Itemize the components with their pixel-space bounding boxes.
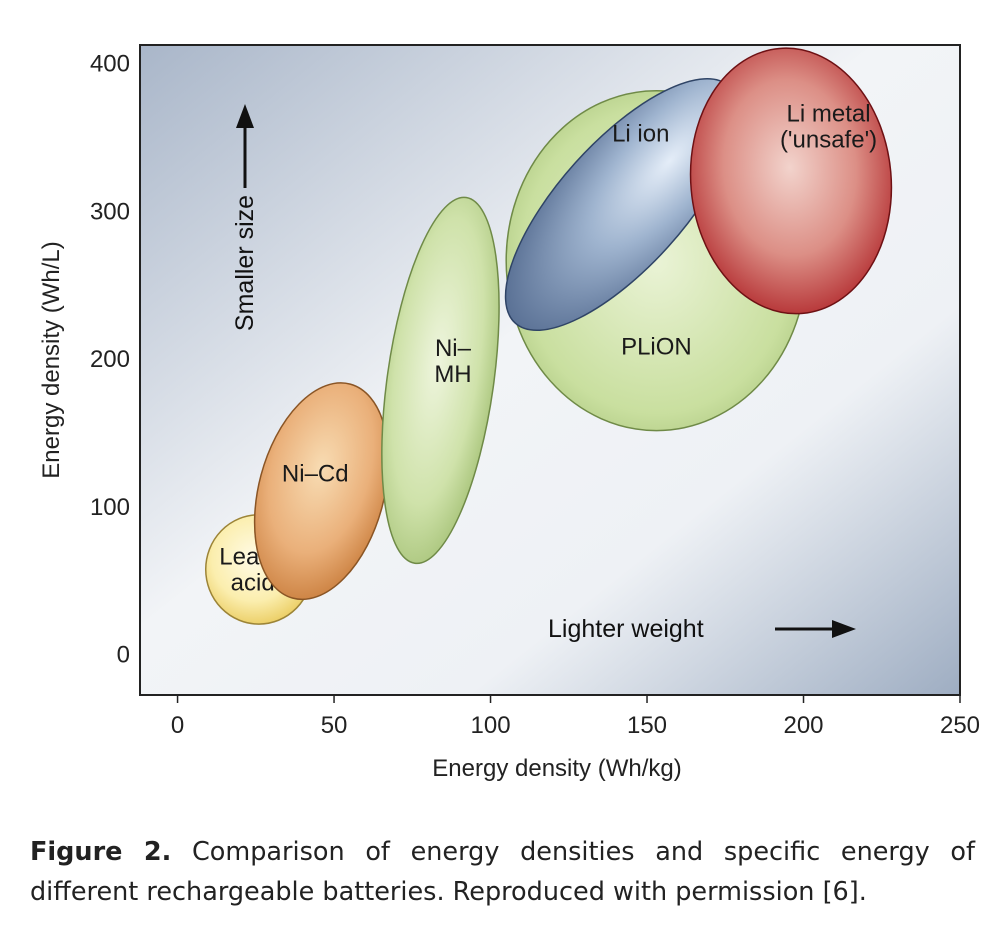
y-tick-label: 400 xyxy=(90,51,130,78)
x-tick-label: 200 xyxy=(783,712,823,739)
y-tick-label: 0 xyxy=(117,642,130,669)
region-li-metal-unsafe-label: Li metal xyxy=(787,100,871,127)
region-ni-mh-label: MH xyxy=(434,361,471,388)
x-axis: 0 50 100 150 200 250 xyxy=(171,695,980,739)
y-tick-label: 300 xyxy=(90,198,130,225)
smaller-size-annotation: Smaller size xyxy=(231,104,259,331)
x-tick-label: 150 xyxy=(627,712,667,739)
region-ni-mh-shape xyxy=(381,196,500,565)
smaller-size-label: Smaller size xyxy=(231,195,259,331)
y-tick-label: 100 xyxy=(90,494,130,521)
y-axis-title: Energy density (Wh/L) xyxy=(38,241,65,478)
x-tick-label: 250 xyxy=(940,712,980,739)
x-tick-label: 50 xyxy=(321,712,348,739)
smaller-size-arrow-head xyxy=(236,104,254,128)
region-plion-label: PLiON xyxy=(621,333,692,360)
region-ni-cd-label: Ni–Cd xyxy=(282,460,349,487)
x-axis-title: Energy density (Wh/kg) xyxy=(432,755,681,782)
region-li-metal-unsafe: Li metal('unsafe') xyxy=(689,47,893,315)
region-li-metal-unsafe-shape xyxy=(689,47,893,315)
figure-caption: Figure 2. Comparison of energy densities… xyxy=(30,832,975,912)
y-tick-label: 200 xyxy=(90,346,130,373)
figure-caption-text: Comparison of energy densities and speci… xyxy=(30,837,975,907)
x-tick-label: 0 xyxy=(171,712,184,739)
figure-caption-label: Figure 2. xyxy=(30,837,172,867)
region-li-ion-label: Li ion xyxy=(612,121,669,148)
region-li-metal-unsafe-label: ('unsafe') xyxy=(780,126,877,153)
lighter-weight-arrow-head xyxy=(832,620,856,638)
region-ni-mh: Ni–MH xyxy=(381,196,500,565)
x-tick-label: 100 xyxy=(471,712,511,739)
region-ni-mh-label: Ni– xyxy=(435,335,472,362)
y-axis: 0 100 200 300 400 xyxy=(90,51,130,669)
lighter-weight-label: Lighter weight xyxy=(548,615,704,643)
region-ni-cd: Ni–Cd xyxy=(253,382,390,601)
lighter-weight-annotation: Lighter weight xyxy=(548,615,856,643)
region-li-ion: Li ion xyxy=(504,78,740,332)
region-ni-cd-shape xyxy=(253,382,390,601)
